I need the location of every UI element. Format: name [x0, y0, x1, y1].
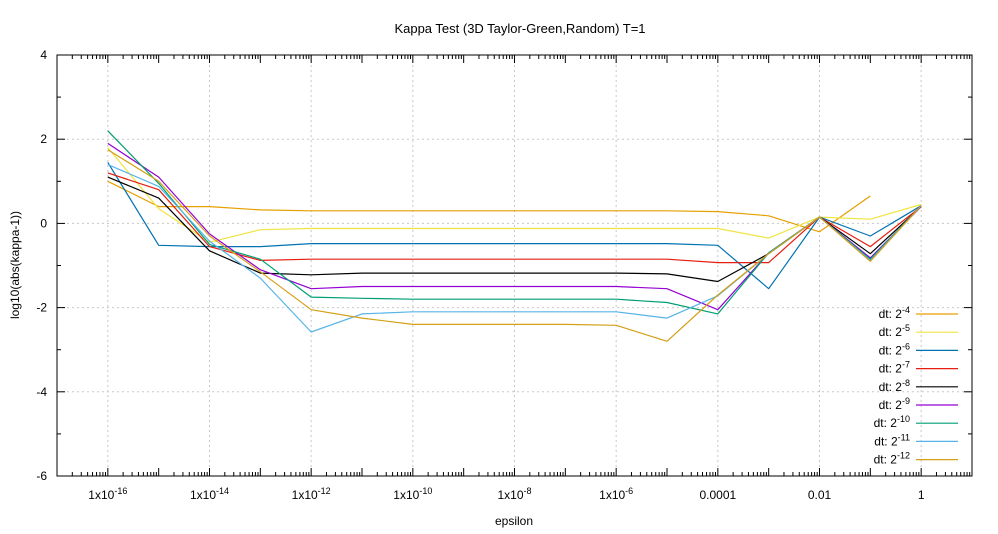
legend-item: dt: 2-9: [879, 396, 958, 412]
grid: [57, 54, 972, 477]
legend-item: dt: 2-7: [879, 360, 958, 376]
legend-label: dt: 2-8: [879, 378, 910, 394]
legend-item: dt: 2-5: [879, 323, 958, 339]
legend-label: dt: 2-6: [879, 341, 910, 357]
y-tick-label: 0: [40, 216, 47, 230]
y-axis-label: log10(abs(kappa-1)): [8, 211, 22, 319]
y-tick-label: -6: [36, 469, 47, 483]
series-lines: [107, 130, 922, 342]
legend-label: dt: 2-11: [874, 432, 910, 448]
x-tick-label: 1x10-16: [88, 486, 127, 502]
series-line-dt-2-neg7: [107, 172, 922, 264]
axis-labels: epsilon log10(abs(kappa-1)): [8, 211, 533, 528]
x-tick-label: 0.01: [808, 488, 832, 502]
series-line-dt-2-neg12: [107, 149, 922, 342]
y-tick-label: -2: [36, 301, 47, 315]
y-tick-label: 4: [40, 48, 47, 62]
x-tick-label: 0.0001: [699, 488, 736, 502]
legend-item: dt: 2-8: [879, 378, 958, 394]
legend-item: dt: 2-10: [874, 414, 958, 430]
y-tick-label: 2: [40, 132, 47, 146]
x-tick-label: 1x10-14: [190, 486, 229, 502]
legend: dt: 2-4 dt: 2-5 dt: 2-6 dt: 2-7 dt: 2-8 dt: 2…: [874, 305, 958, 467]
x-tick-label: 1x10-8: [497, 486, 531, 502]
legend-label: dt: 2-4: [879, 305, 910, 321]
x-axis-label: epsilon: [495, 514, 533, 528]
legend-label: dt: 2-9: [879, 396, 910, 412]
ticks: 1x10-16 1x10-14 1x10-12 1x10-10 1x10-8 1x10-6…: [36, 48, 972, 502]
legend-item: dt: 2-11: [874, 432, 958, 448]
legend-item: dt: 2-6: [879, 341, 958, 357]
y-tick-label: -4: [36, 385, 47, 399]
legend-label: dt: 2-7: [879, 360, 910, 376]
legend-label: dt: 2-12: [874, 451, 910, 467]
legend-item: dt: 2-12: [874, 451, 958, 467]
chart-title: Kappa Test (3D Taylor-Green,Random) T=1: [394, 21, 645, 36]
series-line-dt-2-neg6: [107, 162, 922, 290]
legend-label: dt: 2-5: [879, 323, 910, 339]
x-tick-label: 1x10-10: [393, 486, 432, 502]
x-tick-label: 1x10-12: [292, 486, 331, 502]
x-tick-label: 1x10-6: [599, 486, 633, 502]
series-line-dt-2-neg5: [107, 147, 922, 243]
legend-item: dt: 2-4: [879, 305, 958, 321]
x-tick-label: 1: [918, 488, 925, 502]
series-line-dt-2-neg4: [107, 180, 871, 233]
legend-label: dt: 2-10: [874, 414, 910, 430]
